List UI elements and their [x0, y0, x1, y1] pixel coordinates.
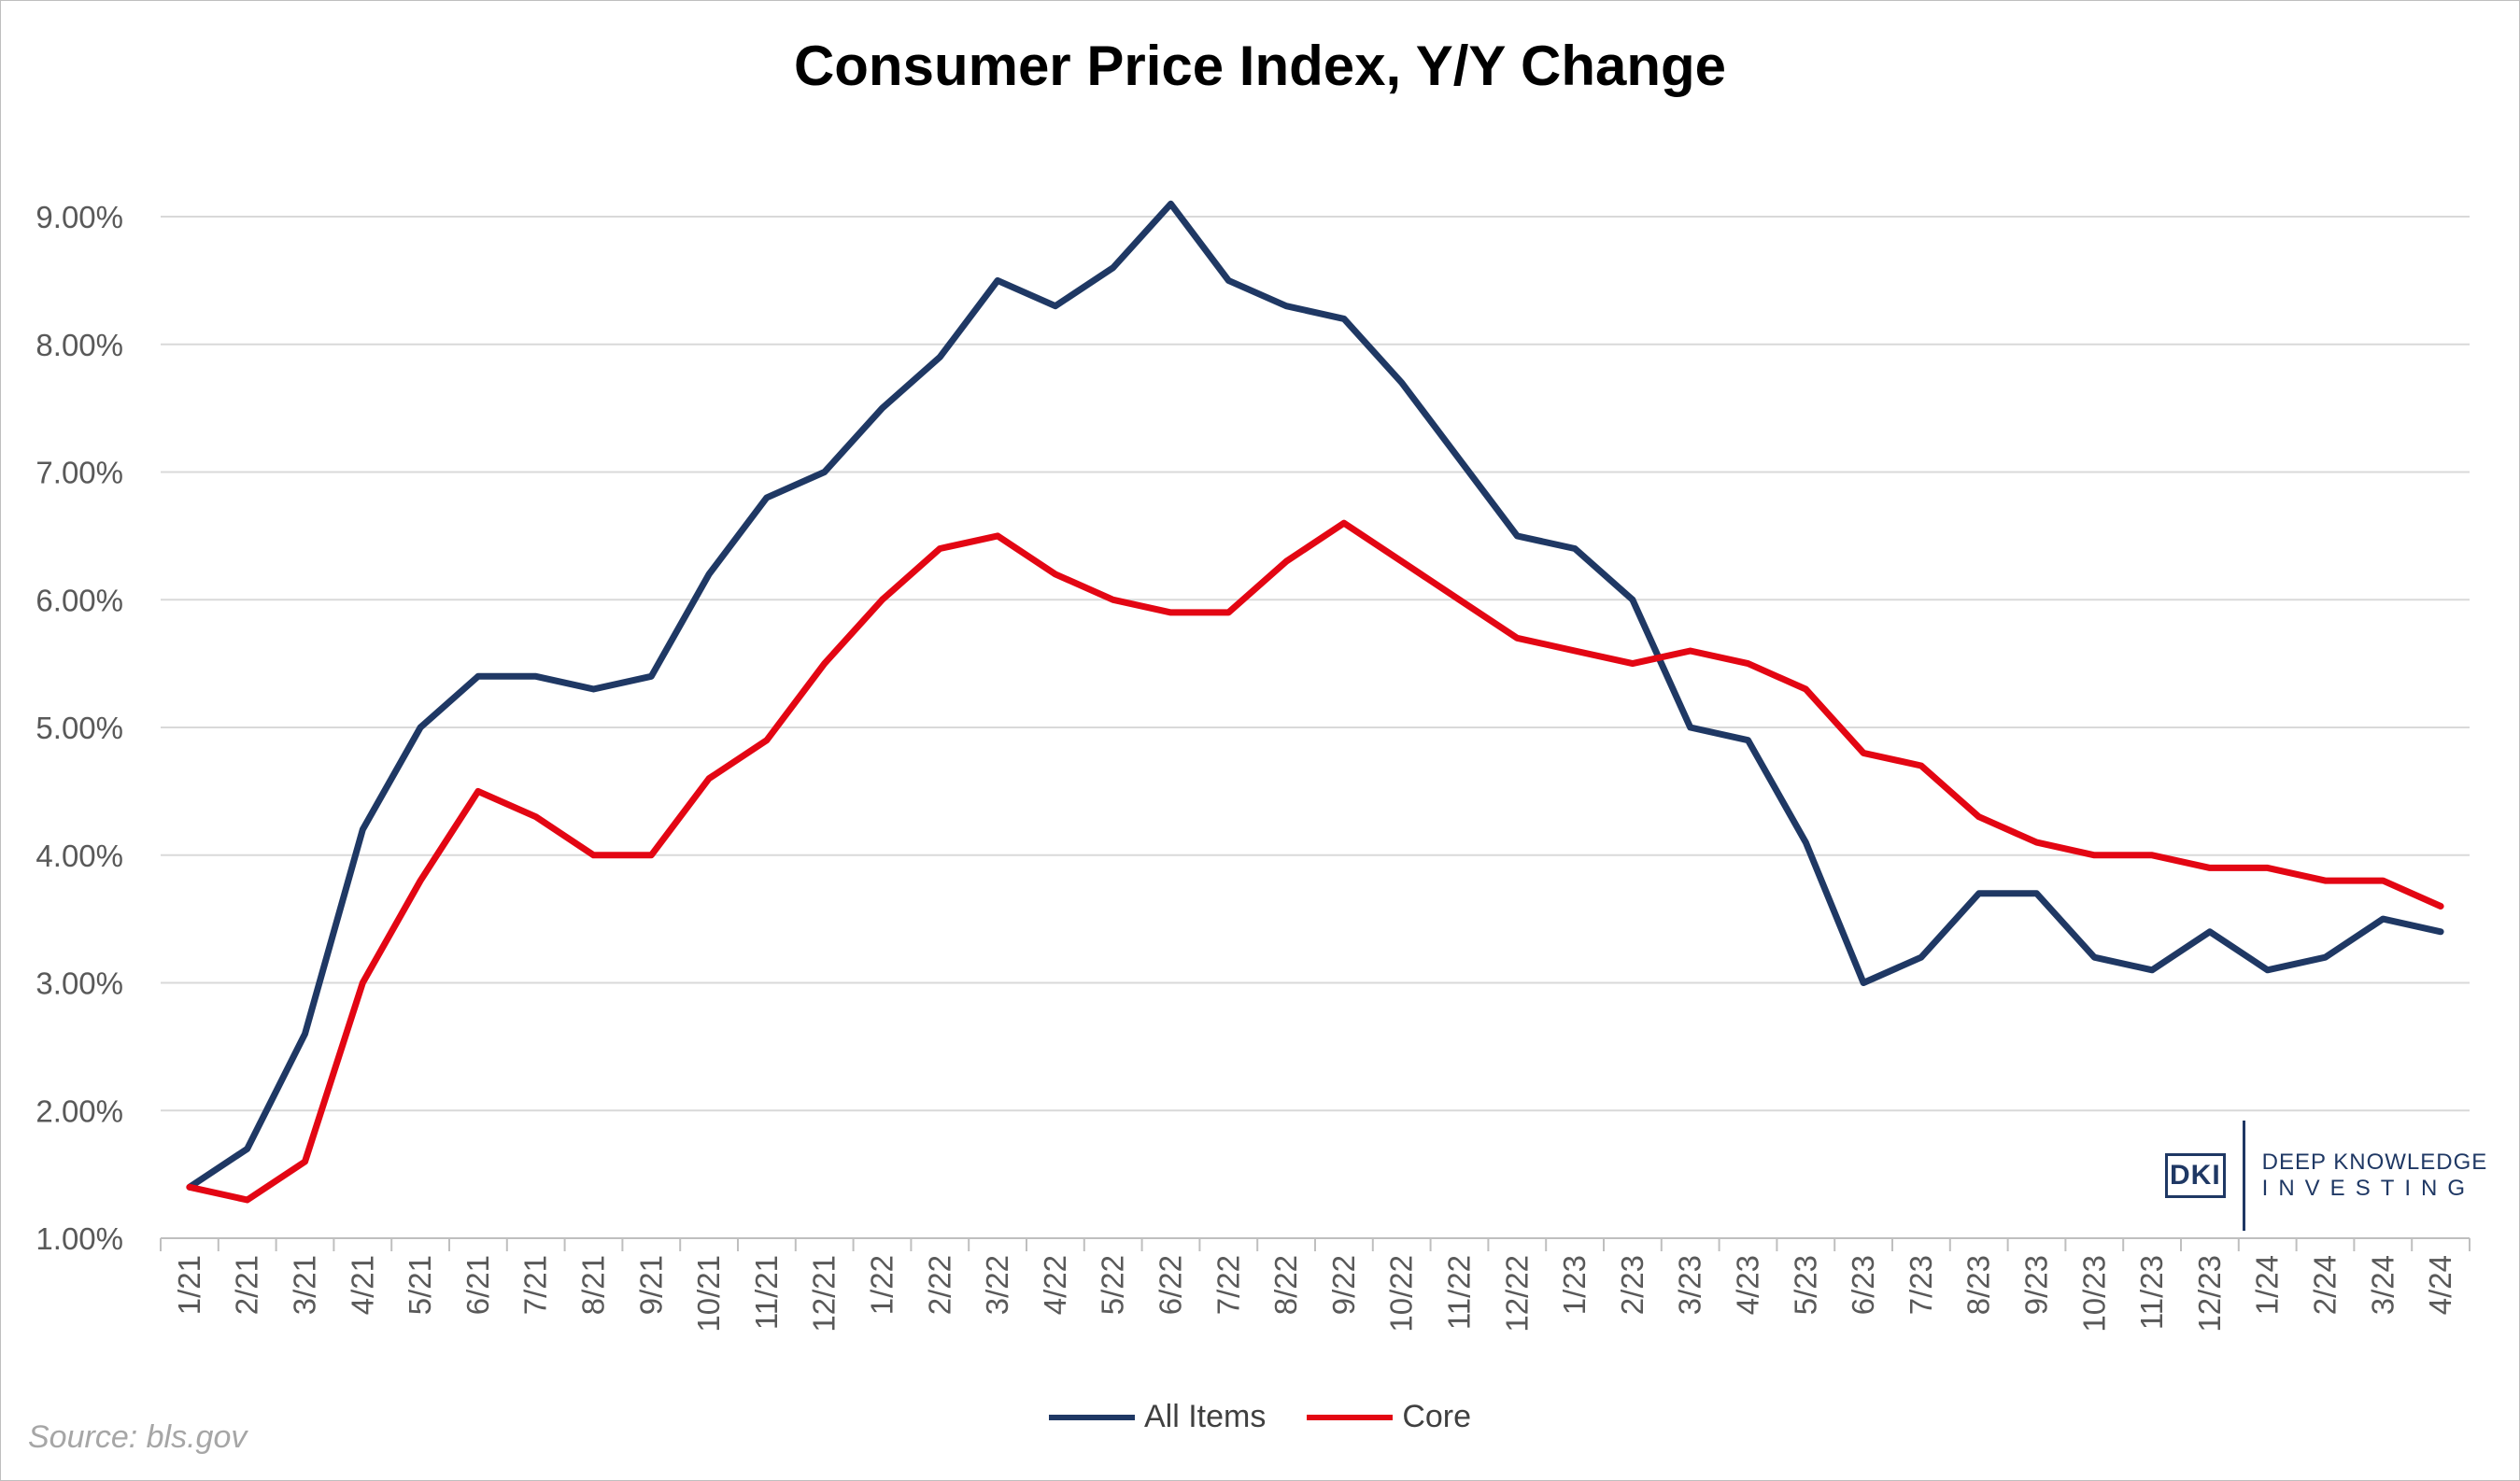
- x-tick-label: 6/22: [1154, 1255, 1188, 1315]
- x-tick-label: 6/21: [460, 1255, 495, 1315]
- logo-line2: INVESTING: [2261, 1176, 2476, 1201]
- series-lines: [186, 200, 2444, 1204]
- x-tick-label: 9/22: [1326, 1255, 1361, 1315]
- x-tick-label: 5/21: [403, 1255, 437, 1315]
- x-tick-label: 10/21: [691, 1255, 726, 1333]
- legend-swatch-core: [1307, 1414, 1394, 1420]
- x-tick-label: 7/23: [1904, 1255, 1938, 1315]
- x-tick-label: 1/21: [172, 1255, 206, 1315]
- x-tick-label: 11/22: [1442, 1255, 1477, 1330]
- logo-mark: DKI: [2165, 1153, 2226, 1198]
- y-axis-ticks: 1.00% 2.00% 3.00% 4.00% 5.00% 6.00% 7.00% 8.00%…: [35, 200, 123, 1256]
- gridlines: [161, 216, 2470, 1112]
- y-tick-label: 2.00%: [35, 1093, 123, 1128]
- x-tick-label: 2/22: [922, 1255, 956, 1315]
- x-tick-label: 3/21: [288, 1255, 322, 1315]
- y-tick-label: 9.00%: [35, 200, 123, 234]
- x-tick-label: 3/23: [1673, 1255, 1707, 1315]
- y-tick-label: 1.00%: [35, 1221, 123, 1256]
- x-tick-label: 12/23: [2192, 1255, 2227, 1333]
- series-line-core: [186, 519, 2444, 1204]
- legend-item-core: Core: [1307, 1399, 1471, 1435]
- x-tick-label: 7/21: [518, 1255, 553, 1315]
- legend-item-all-items: All Items: [1048, 1399, 1267, 1435]
- x-tick-label: 11/21: [749, 1255, 784, 1330]
- x-tick-label: 10/23: [2076, 1255, 2111, 1333]
- x-tick-label: 4/24: [2423, 1255, 2457, 1315]
- y-tick-label: 6.00%: [35, 583, 123, 617]
- y-tick-label: 4.00%: [35, 839, 123, 873]
- x-tick-label: 5/23: [1788, 1255, 1822, 1315]
- x-tick-label: 8/22: [1268, 1255, 1303, 1315]
- x-tick-label: 3/24: [2365, 1255, 2400, 1315]
- logo-text: DEEP KNOWLEDGE INVESTING: [2262, 1150, 2488, 1202]
- x-tick-label: 12/21: [807, 1255, 842, 1333]
- x-tick-label: 4/23: [1731, 1255, 1765, 1315]
- legend-label-all-items: All Items: [1143, 1399, 1267, 1434]
- x-tick-label: 6/23: [1846, 1255, 1880, 1315]
- x-tick-label: 12/22: [1499, 1255, 1534, 1333]
- x-tick-label: 8/21: [576, 1255, 611, 1315]
- x-tick-label: 9/23: [2019, 1255, 2054, 1315]
- legend: All Items Core: [0, 1399, 2520, 1435]
- y-tick-label: 7.00%: [35, 456, 123, 490]
- y-tick-label: 8.00%: [35, 328, 123, 362]
- legend-label-core: Core: [1402, 1399, 1472, 1434]
- x-tick-label: 1/24: [2250, 1255, 2285, 1315]
- x-tick-label: 8/23: [1961, 1255, 1996, 1315]
- y-tick-label: 5.00%: [35, 711, 123, 745]
- x-tick-label: 5/22: [1096, 1255, 1130, 1315]
- x-tick-label: 1/23: [1557, 1255, 1592, 1315]
- x-tick-label: 10/22: [1384, 1255, 1419, 1333]
- x-tick-label: 4/22: [1038, 1255, 1072, 1315]
- x-tick-label: 2/21: [230, 1255, 264, 1315]
- source-note: Source: bls.gov: [28, 1419, 248, 1455]
- logo-divider: [2242, 1121, 2245, 1231]
- dki-logo: DKI DEEP KNOWLEDGE INVESTING: [2165, 1121, 2487, 1231]
- x-tick-label: 1/22: [865, 1255, 899, 1315]
- x-tick-label: 11/23: [2134, 1255, 2169, 1330]
- legend-swatch-all-items: [1048, 1414, 1135, 1420]
- x-tick-label: 7/22: [1210, 1255, 1245, 1315]
- x-tick-label: 3/22: [980, 1255, 1014, 1315]
- x-tick-label: 2/24: [2308, 1255, 2343, 1315]
- series-line-all-items: [186, 200, 2444, 1191]
- x-tick-label: 4/21: [345, 1255, 379, 1315]
- x-tick-label: 2/23: [1615, 1255, 1649, 1315]
- logo-line1: DEEP KNOWLEDGE: [2261, 1150, 2488, 1175]
- x-axis: 1/21 2/21 3/21 4/21 5/21 6/21 7/21 8/21 9/21 10/2…: [160, 1237, 2470, 1333]
- x-tick-label: 9/21: [633, 1255, 668, 1315]
- chart-title: Consumer Price Index, Y/Y Change: [793, 35, 1727, 97]
- y-tick-label: 3.00%: [35, 966, 123, 1001]
